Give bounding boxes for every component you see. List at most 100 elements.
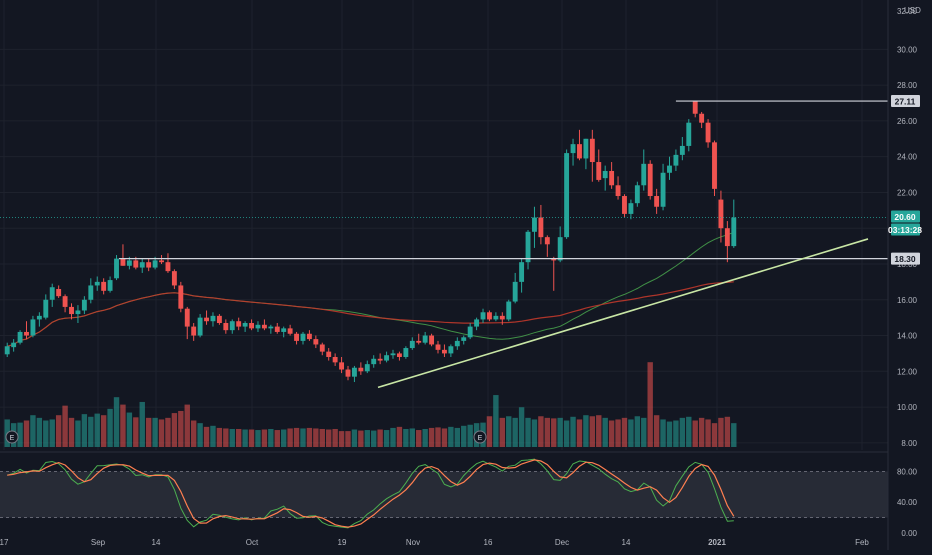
- candle-body[interactable]: [300, 333, 306, 341]
- candle-body[interactable]: [159, 260, 164, 263]
- candle-body[interactable]: [487, 312, 492, 320]
- candle-body[interactable]: [532, 217, 537, 232]
- candle-body[interactable]: [435, 344, 441, 350]
- candle-body[interactable]: [229, 321, 235, 331]
- candle-body[interactable]: [326, 351, 332, 357]
- candle-body[interactable]: [377, 358, 383, 361]
- candle-body[interactable]: [538, 217, 544, 238]
- candle-body[interactable]: [667, 165, 672, 173]
- candle-body[interactable]: [204, 317, 209, 322]
- candle-body[interactable]: [519, 262, 525, 282]
- candle-body[interactable]: [551, 258, 557, 261]
- candle-body[interactable]: [146, 262, 152, 268]
- candle-body[interactable]: [384, 355, 390, 361]
- candle-body[interactable]: [409, 340, 415, 349]
- candle-body[interactable]: [499, 315, 505, 320]
- candle-body[interactable]: [261, 324, 267, 329]
- candle-body[interactable]: [75, 310, 81, 315]
- earnings-marker[interactable]: [473, 430, 487, 444]
- candle-body[interactable]: [615, 185, 621, 197]
- candle-body[interactable]: [24, 331, 29, 336]
- trend-line[interactable]: [377, 238, 869, 389]
- candle-body[interactable]: [81, 299, 87, 311]
- candle-body[interactable]: [281, 328, 287, 332]
- candle-body[interactable]: [564, 153, 570, 238]
- candle-body[interactable]: [171, 271, 177, 286]
- candle-body[interactable]: [673, 154, 679, 166]
- candle-body[interactable]: [712, 142, 717, 189]
- candle-body[interactable]: [43, 299, 49, 318]
- candle-body[interactable]: [557, 237, 563, 261]
- candle-body[interactable]: [679, 145, 685, 155]
- candle-body[interactable]: [390, 353, 396, 356]
- candle-body[interactable]: [255, 324, 261, 329]
- candle-body[interactable]: [120, 258, 126, 266]
- candle-body[interactable]: [358, 367, 364, 372]
- candle-body[interactable]: [62, 296, 68, 307]
- candle-body[interactable]: [178, 285, 184, 309]
- candle-body[interactable]: [364, 364, 370, 372]
- candle-body[interactable]: [236, 321, 242, 327]
- candle-body[interactable]: [467, 326, 473, 338]
- candle-body[interactable]: [525, 231, 531, 263]
- candle-body[interactable]: [396, 353, 402, 357]
- candle-body[interactable]: [724, 228, 730, 247]
- candle-body[interactable]: [577, 144, 582, 159]
- candle-body[interactable]: [371, 358, 377, 365]
- candle-body[interactable]: [602, 170, 608, 179]
- candle-body[interactable]: [686, 122, 692, 146]
- candle-body[interactable]: [416, 340, 422, 343]
- candle-body[interactable]: [139, 262, 145, 268]
- candle-body[interactable]: [589, 138, 595, 163]
- candle-body[interactable]: [133, 260, 139, 268]
- candle-body[interactable]: [249, 323, 254, 329]
- candle-body[interactable]: [294, 333, 300, 341]
- candle-body[interactable]: [570, 144, 576, 154]
- candle-body[interactable]: [191, 326, 197, 336]
- candle-body[interactable]: [313, 339, 319, 345]
- candle-body[interactable]: [184, 308, 190, 327]
- candle-body[interactable]: [461, 337, 467, 341]
- candle-body[interactable]: [319, 344, 325, 352]
- candle-body[interactable]: [101, 281, 107, 291]
- candle-body[interactable]: [448, 346, 454, 354]
- candle-body[interactable]: [242, 323, 248, 327]
- candle-body[interactable]: [429, 335, 435, 345]
- candle-body[interactable]: [332, 356, 338, 363]
- candle-body[interactable]: [11, 342, 17, 348]
- candle-body[interactable]: [512, 281, 518, 302]
- candle-body[interactable]: [351, 367, 357, 377]
- candle-body[interactable]: [641, 163, 647, 186]
- candle-body[interactable]: [718, 199, 724, 229]
- candle-body[interactable]: [506, 301, 512, 320]
- candle-body[interactable]: [126, 260, 132, 266]
- candle-body[interactable]: [107, 280, 113, 291]
- candle-body[interactable]: [69, 306, 74, 315]
- candle-body[interactable]: [114, 258, 119, 279]
- candle-body[interactable]: [287, 328, 293, 334]
- candle-body[interactable]: [30, 319, 36, 336]
- candle-body[interactable]: [647, 163, 653, 197]
- candle-body[interactable]: [609, 170, 615, 186]
- candle-body[interactable]: [422, 335, 428, 343]
- candle-body[interactable]: [165, 262, 171, 272]
- candle-body[interactable]: [339, 362, 345, 370]
- candle-body[interactable]: [692, 101, 698, 114]
- candle-body[interactable]: [268, 326, 274, 329]
- candle-body[interactable]: [474, 319, 480, 327]
- candle-body[interactable]: [17, 331, 23, 343]
- candle-body[interactable]: [596, 162, 602, 180]
- candle-body[interactable]: [622, 196, 627, 214]
- candle-body[interactable]: [403, 348, 409, 357]
- candle-body[interactable]: [699, 113, 705, 123]
- candle-body[interactable]: [223, 323, 229, 331]
- candle-body[interactable]: [583, 138, 589, 159]
- candle-body[interactable]: [274, 326, 280, 332]
- candle-body[interactable]: [4, 346, 10, 355]
- candle-body[interactable]: [441, 349, 447, 354]
- candle-body[interactable]: [152, 260, 158, 268]
- candle-body[interactable]: [36, 315, 42, 320]
- candle-body[interactable]: [306, 333, 312, 340]
- candle-body[interactable]: [345, 369, 351, 377]
